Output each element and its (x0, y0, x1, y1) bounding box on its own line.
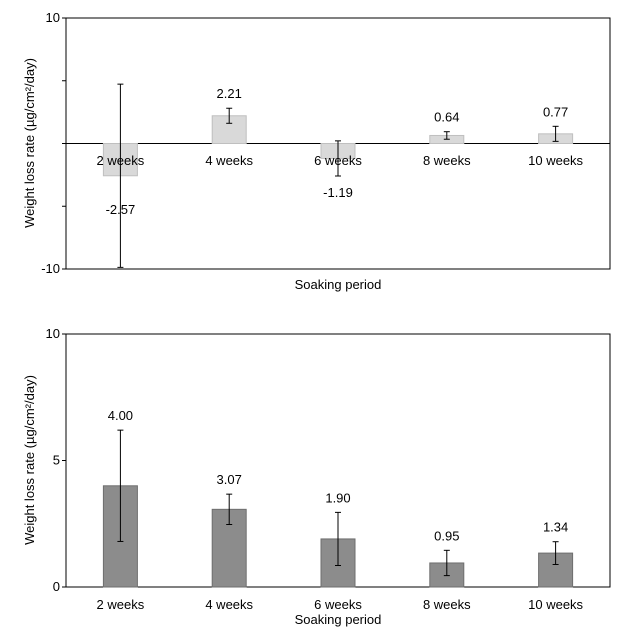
chart-2-y-tick-label: 0 (53, 579, 60, 594)
chart-2-data-label: 1.90 (325, 490, 350, 505)
chart-2-category-label: 6 weeks (314, 597, 362, 612)
chart-2-category-label: 4 weeks (205, 597, 253, 612)
chart-2-data-label: 4.00 (108, 408, 133, 423)
chart-2-y-tick-label: 5 (53, 453, 60, 468)
chart-1: 10 -10 2 weeks 4 weeks 6 weeks 8 weeks 10 wee… (22, 10, 610, 292)
chart-2-category-label: 10 weeks (528, 597, 583, 612)
chart-1-data-label: 0.77 (543, 104, 568, 119)
chart-1-category-label: 8 weeks (423, 153, 471, 168)
chart-2-category-label: 2 weeks (97, 597, 145, 612)
charts-canvas: 10 -10 2 weeks 4 weeks 6 weeks 8 weeks 10 wee… (0, 0, 640, 640)
chart-2-data-label: 3.07 (217, 472, 242, 487)
chart-1-category-label: 10 weeks (528, 153, 583, 168)
chart-1-category-labels: 2 weeks 4 weeks 6 weeks 8 weeks 10 weeks (97, 153, 584, 168)
chart-1-y-tick-label: 10 (46, 10, 60, 25)
chart-1-category-label: 6 weeks (314, 153, 362, 168)
chart-2-y-ticks: 0 5 10 (46, 326, 66, 594)
chart-2-data-label: 1.34 (543, 520, 568, 535)
chart-2-category-labels: 2 weeks 4 weeks 6 weeks 8 weeks 10 weeks (97, 597, 584, 612)
chart-1-category-label: 4 weeks (205, 153, 253, 168)
chart-1-data-label: -2.57 (106, 202, 136, 217)
chart-2-bars (103, 430, 572, 587)
chart-2: 0 5 10 2 weeks 4 weeks 6 weeks 8 weeks 10 week… (22, 326, 610, 627)
chart-1-y-ticks: 10 -10 (41, 10, 66, 276)
chart-1-bars (103, 84, 572, 267)
chart-1-data-label: -1.19 (323, 185, 353, 200)
chart-1-category-label: 2 weeks (97, 153, 145, 168)
chart-1-data-label: 0.64 (434, 110, 459, 125)
chart-2-data-label: 0.95 (434, 528, 459, 543)
chart-2-category-label: 8 weeks (423, 597, 471, 612)
chart-1-y-axis-title: Weight loss rate (µg/cm²/day) (22, 58, 37, 228)
chart-2-y-tick-label: 10 (46, 326, 60, 341)
chart-2-x-axis-title: Soaking period (295, 612, 382, 627)
chart-1-x-axis-title: Soaking period (295, 277, 382, 292)
chart-2-y-axis-title: Weight loss rate (µg/cm²/day) (22, 375, 37, 545)
chart-1-y-tick-label: -10 (41, 261, 60, 276)
chart-1-data-label: 2.21 (217, 86, 242, 101)
